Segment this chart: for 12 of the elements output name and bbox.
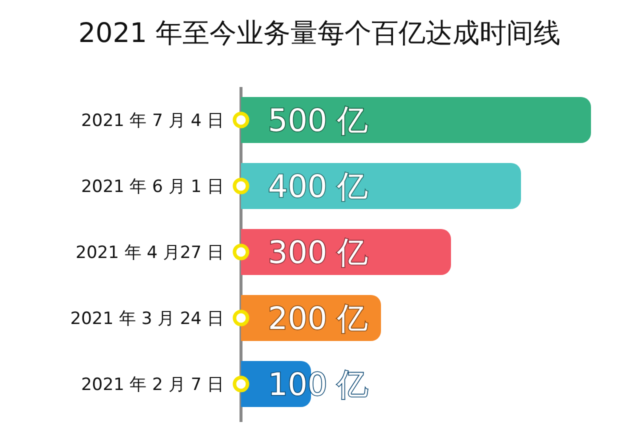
data-label: 400 亿 bbox=[268, 169, 368, 205]
data-label: 200 亿 bbox=[268, 301, 368, 337]
chart-title: 2021 年至今业务量每个百亿达成时间线 bbox=[78, 18, 561, 49]
bar bbox=[241, 163, 521, 209]
data-label: 500 亿 bbox=[268, 103, 368, 139]
y-tick-label: 2021 年 2 月 7 日 bbox=[81, 375, 224, 395]
y-tick-label: 2021 年 3 月 24 日 bbox=[70, 309, 224, 329]
bar bbox=[241, 97, 591, 143]
y-tick-label: 2021 年 4 月27 日 bbox=[76, 243, 224, 263]
y-tick-label: 2021 年 6 月 1 日 bbox=[81, 177, 224, 197]
data-label: 300 亿 bbox=[268, 235, 368, 271]
y-tick-label: 2021 年 7 月 4 日 bbox=[81, 111, 224, 131]
